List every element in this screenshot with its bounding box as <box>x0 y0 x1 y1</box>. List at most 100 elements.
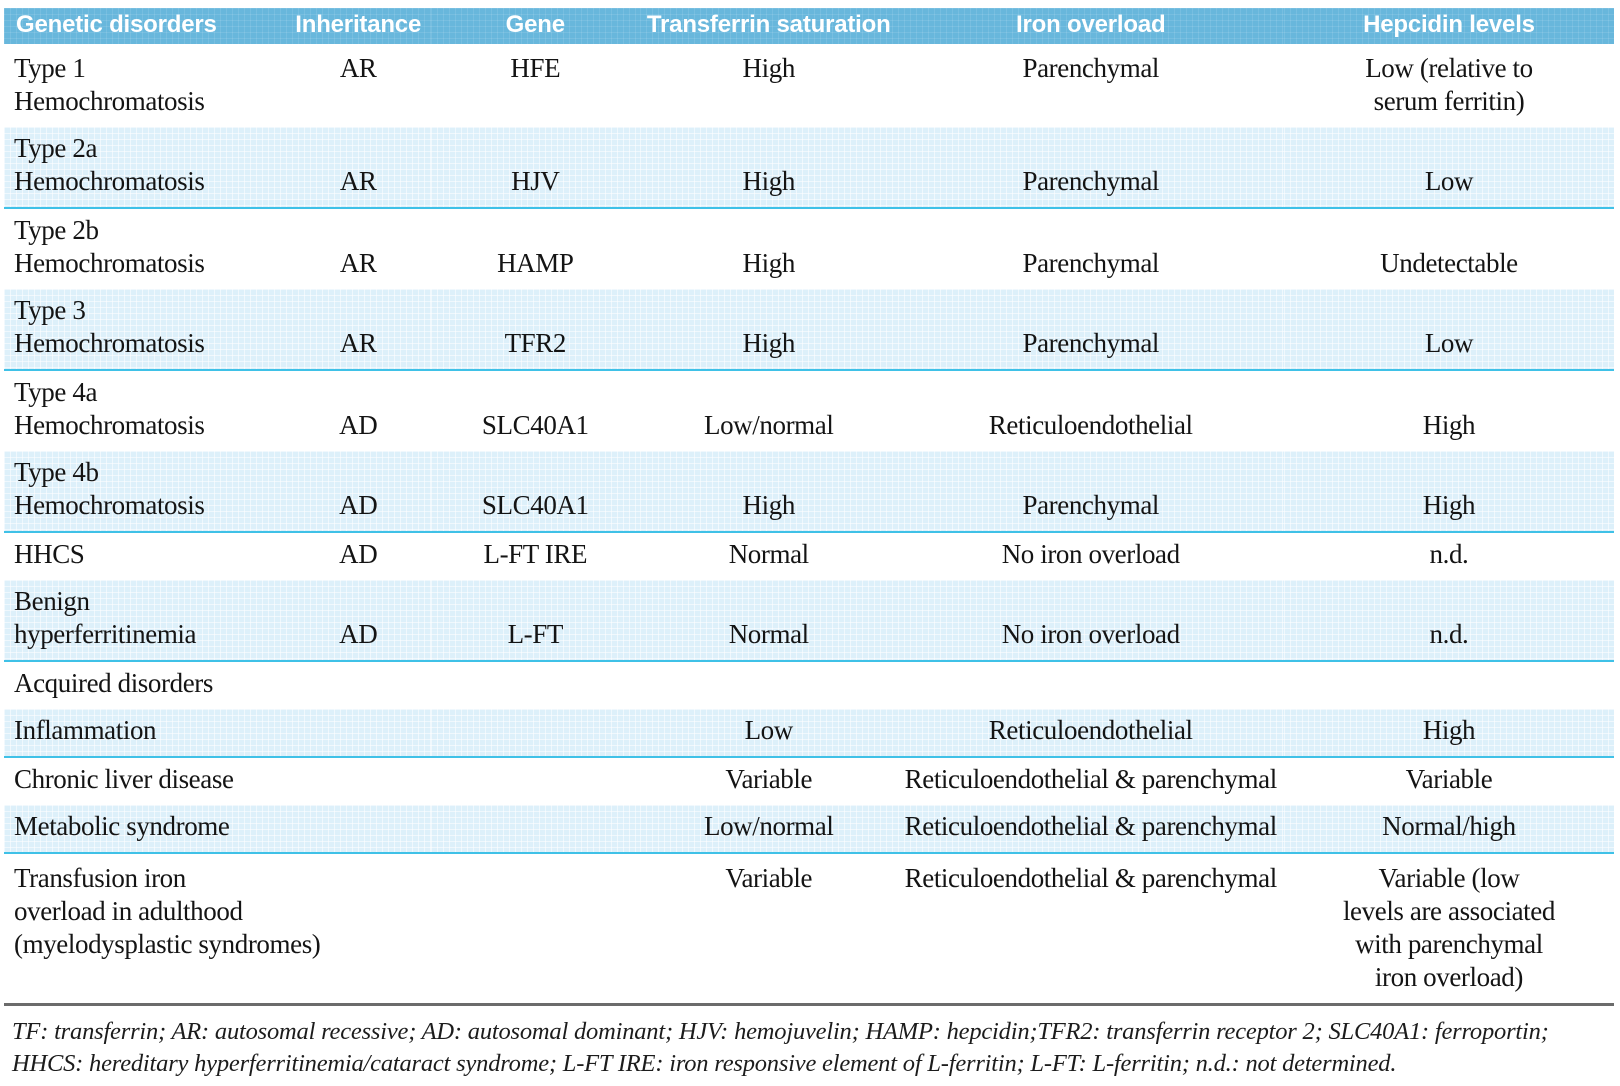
cell-disorder: Type 2b Hemochromatosis <box>14 215 205 278</box>
cell-hepcidin-levels: High <box>1422 410 1476 440</box>
cell-gene <box>431 853 640 1005</box>
column-header-inheritance: Inheritance <box>286 8 431 44</box>
cell-gene: L-FT IRE <box>483 539 588 569</box>
cell-hepcidin-levels: High <box>1283 709 1614 758</box>
cell-hepcidin-levels: Variable <box>1405 764 1493 794</box>
cell-transferrin-saturation: Low/normal <box>639 805 898 854</box>
cell-iron-overload: Parenchymal <box>897 289 1284 371</box>
cell-iron-overload: Parenchymal <box>897 127 1284 209</box>
cell-iron-overload: Parenchymal <box>897 451 1284 533</box>
cell-inheritance <box>285 709 431 758</box>
table-row: Type 4a Hemochromatosis AD SLC40A1 Low/norm… <box>4 370 1614 451</box>
cell-inheritance: AR <box>339 248 377 278</box>
table-row: HHCS AD L-FT IRE Normal No iron overload n.d. <box>4 532 1614 580</box>
cell-gene: SLC40A1 <box>430 451 640 533</box>
cell-hepcidin-levels: Low <box>1283 289 1614 371</box>
cell-inheritance <box>286 757 431 805</box>
cell-transferrin-saturation: Variable <box>725 863 813 893</box>
cell-gene: HJV <box>430 127 640 209</box>
cell-hepcidin-levels: Variable (low levels are associated with… <box>1342 863 1555 992</box>
cell-iron-overload: Reticuloendothelial <box>897 709 1284 758</box>
cell-disorder: Benign hyperferritinemia <box>4 580 286 662</box>
cell-transferrin-saturation: High <box>639 451 898 533</box>
cell-iron-overload: No iron overload <box>897 580 1284 662</box>
cell-disorder: Type 3 Hemochromatosis <box>4 289 286 371</box>
cell-transferrin-saturation: Low <box>639 709 898 758</box>
cell-inheritance <box>285 805 431 854</box>
column-header-iron-overload: Iron overload <box>898 8 1284 44</box>
cell-iron-overload: Reticuloendothelial & parenchymal <box>897 805 1284 854</box>
column-header-hepcidin-levels: Hepcidin levels <box>1284 8 1614 44</box>
table-row: Inflammation Low Reticuloendothelial High <box>4 709 1614 758</box>
cell-disorder: Acquired disorders <box>14 668 213 698</box>
cell-hepcidin-levels: Low (relative to serum ferritin) <box>1365 53 1533 116</box>
cell-iron-overload: Parenchymal <box>1022 53 1159 83</box>
cell-inheritance: AR <box>285 289 431 371</box>
cell-disorder: Inflammation <box>4 709 286 758</box>
cell-transferrin-saturation: Normal <box>728 539 809 569</box>
cell-hepcidin-levels: Low <box>1283 127 1614 209</box>
cell-inheritance: AD <box>285 580 431 662</box>
cell-disorder: Chronic liver disease <box>14 764 234 794</box>
cell-transferrin-saturation: High <box>639 127 898 209</box>
cell-gene <box>431 757 640 805</box>
cell-transferrin-saturation: High <box>639 289 898 371</box>
cell-hepcidin-levels: High <box>1283 451 1614 533</box>
cell-hepcidin-levels: n.d. <box>1429 539 1469 569</box>
table-row: Metabolic syndrome Low/normal Reticuloendo… <box>4 805 1614 854</box>
column-header-transferrin-saturation: Transferrin saturation <box>640 8 898 44</box>
cell-hepcidin-levels <box>1284 661 1614 709</box>
table-row: Type 3 Hemochromatosis AR TFR2 High Parenchy… <box>4 289 1614 371</box>
cell-iron-overload: Reticuloendothelial & parenchymal <box>904 863 1278 893</box>
cell-inheritance <box>286 661 431 709</box>
cell-inheritance: AD <box>339 410 378 440</box>
cell-iron-overload <box>898 661 1284 709</box>
table-row: Chronic liver disease Variable Reticuloend… <box>4 757 1614 805</box>
cell-gene: HFE <box>510 53 561 83</box>
cell-inheritance: AD <box>339 539 378 569</box>
cell-iron-overload: No iron overload <box>1001 539 1180 569</box>
column-header-genetic-disorders: Genetic disorders <box>4 8 286 44</box>
cell-hepcidin-levels: n.d. <box>1283 580 1614 662</box>
cell-gene: HAMP <box>497 248 574 278</box>
cell-transferrin-saturation: Normal <box>639 580 898 662</box>
cell-disorder: Type 4b Hemochromatosis <box>4 451 286 533</box>
table-row: Benign hyperferritinemia AD L-FT Normal No i… <box>4 580 1614 662</box>
cell-inheritance: AD <box>285 451 431 533</box>
cell-transferrin-saturation <box>640 661 898 709</box>
header-row: Genetic disorders Inheritance Gene Trans… <box>4 8 1614 44</box>
cell-gene: TFR2 <box>430 289 640 371</box>
cell-gene <box>430 805 640 854</box>
cell-gene <box>431 661 640 709</box>
cell-hepcidin-levels: Normal/high <box>1283 805 1614 854</box>
table-row: Type 4b Hemochromatosis AD SLC40A1 High Pare… <box>4 451 1614 533</box>
cell-gene: SLC40A1 <box>481 410 589 440</box>
cell-gene <box>430 709 640 758</box>
cell-inheritance: AR <box>285 127 431 209</box>
table-row: Type 2b Hemochromatosis AR HAMP High Parench… <box>4 208 1614 289</box>
cell-disorder: Type 1 Hemochromatosis <box>14 53 205 116</box>
table-row: Transfusion iron overload in adulthood (… <box>4 853 1614 1005</box>
table-header: Genetic disorders Inheritance Gene Trans… <box>4 8 1614 44</box>
column-header-gene: Gene <box>431 8 640 44</box>
cell-transferrin-saturation: High <box>742 53 796 83</box>
table-row: Type 2a Hemochromatosis AR HJV High Parenchy… <box>4 127 1614 209</box>
cell-disorder: Metabolic syndrome <box>4 805 286 854</box>
cell-disorder: Transfusion iron overload in adulthood (… <box>14 863 321 959</box>
abbreviations-footnote: TF: transferrin; AR: autosomal recessive… <box>12 1018 1549 1077</box>
cell-transferrin-saturation: Variable <box>725 764 813 794</box>
disorders-table: Genetic disorders Inheritance Gene Trans… <box>4 8 1614 1006</box>
table-row: Acquired disorders <box>4 661 1614 709</box>
cell-disorder: Type 2a Hemochromatosis <box>4 127 286 209</box>
cell-iron-overload: Reticuloendothelial <box>988 410 1193 440</box>
cell-hepcidin-levels: Undetectable <box>1380 248 1518 278</box>
cell-disorder: HHCS <box>14 539 85 569</box>
table-body: Type 1 Hemochromatosis AR HFE High Parenchym… <box>4 44 1614 1005</box>
cell-disorder: Type 4a Hemochromatosis <box>14 377 205 440</box>
cell-gene: L-FT <box>430 580 640 662</box>
cell-inheritance: AR <box>339 53 377 83</box>
cell-transferrin-saturation: Low/normal <box>703 410 834 440</box>
cell-transferrin-saturation: High <box>742 248 796 278</box>
cell-iron-overload: Reticuloendothelial & parenchymal <box>904 764 1278 794</box>
